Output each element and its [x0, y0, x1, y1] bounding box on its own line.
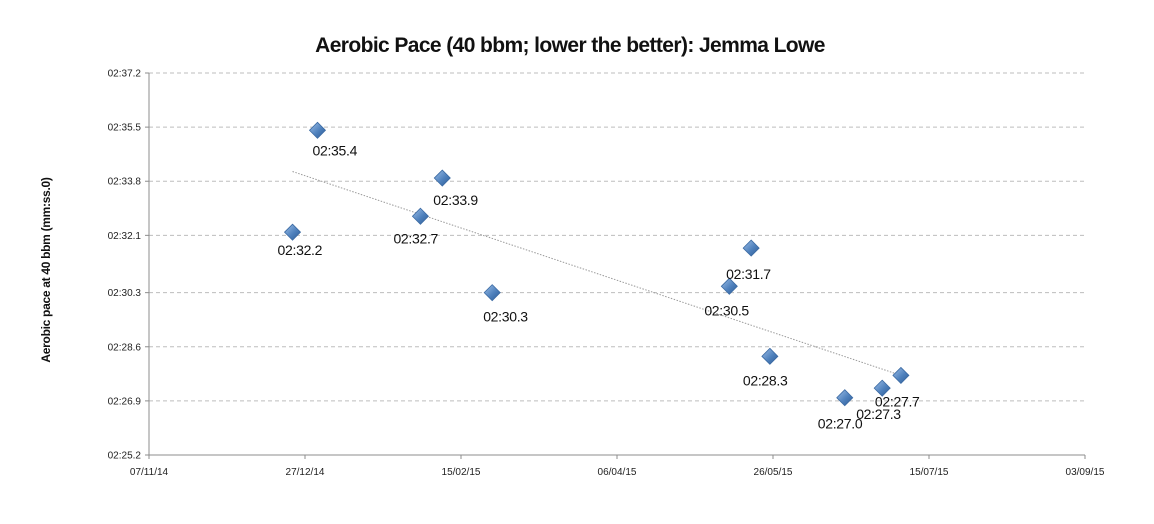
data-point-label: 02:35.4	[312, 142, 357, 158]
y-tick-label: 02:25.2	[108, 451, 142, 462]
x-tick-label: 15/02/15	[442, 467, 481, 478]
data-point-label: 02:33.9	[433, 192, 478, 208]
y-tick-label: 02:30.3	[108, 288, 142, 299]
chart-title: Aerobic Pace (40 bbm; lower the better):…	[315, 34, 825, 57]
y-tick-label: 02:26.9	[108, 396, 142, 407]
x-tick-label: 27/12/14	[286, 467, 325, 478]
data-point-label: 02:27.0	[818, 416, 863, 432]
data-point-marker	[720, 277, 738, 295]
x-tick-label: 15/07/15	[910, 467, 949, 478]
data-point-label: 02:32.2	[278, 242, 323, 258]
data-point-marker	[873, 379, 891, 397]
data-point-marker	[761, 347, 779, 365]
data-point-marker	[892, 366, 910, 384]
y-tick-label: 02:32.1	[108, 231, 142, 242]
data-point-marker	[411, 207, 430, 225]
data-point-marker	[308, 121, 327, 139]
data-point-label: 02:27.7	[875, 393, 920, 409]
data-point-marker	[433, 169, 451, 187]
data-point-label: 02:27.3	[856, 406, 901, 422]
y-tick-label: 02:37.2	[108, 69, 142, 80]
x-tick-label: 03/09/15	[1066, 467, 1105, 478]
data-point-marker	[836, 389, 854, 407]
data-point-label: 02:31.7	[726, 266, 771, 282]
data-point-marker	[483, 284, 501, 302]
y-tick-label: 02:28.6	[108, 342, 142, 353]
data-point-label: 02:30.5	[704, 302, 749, 318]
data-point-label: 02:30.3	[483, 309, 528, 325]
data-point-label: 02:28.3	[743, 372, 788, 388]
x-tick-label: 26/05/15	[754, 467, 793, 478]
data-point-label: 02:32.7	[393, 230, 438, 246]
x-tick-label: 07/11/14	[130, 467, 169, 478]
x-tick-label: 06/04/15	[598, 467, 637, 478]
y-axis-label: Aerobic pace at 40 bbm (mm:ss.0)	[39, 177, 53, 362]
data-point-marker	[283, 223, 302, 241]
y-tick-label: 02:35.5	[108, 123, 142, 134]
data-point-marker	[742, 239, 760, 257]
trendline	[292, 171, 902, 376]
y-tick-label: 02:33.8	[108, 177, 142, 188]
